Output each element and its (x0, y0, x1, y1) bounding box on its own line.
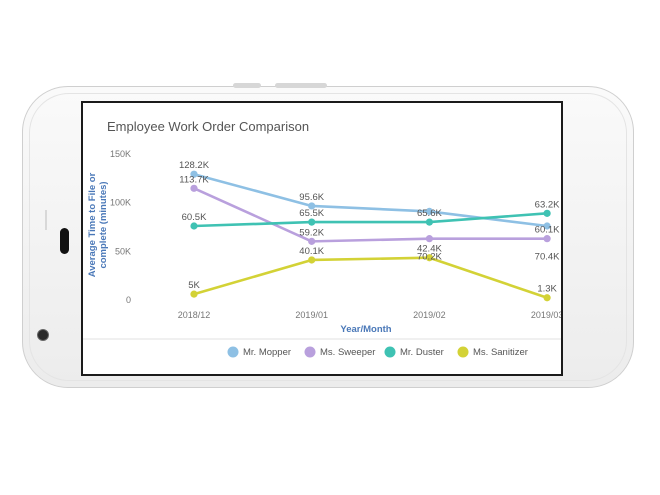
data-point (190, 184, 198, 192)
x-axis-title: Year/Month (340, 324, 391, 335)
series-line (193, 212, 548, 228)
legend-label: Ms. Sweeper (320, 347, 375, 358)
data-label: 70.4K (535, 251, 560, 262)
phone-volume-button (233, 83, 261, 88)
data-point (190, 222, 198, 230)
y-tick-label: 150K (110, 149, 131, 159)
data-point (543, 235, 551, 243)
data-point (190, 170, 198, 178)
series-line (193, 187, 548, 243)
data-label: 128.2K (179, 160, 210, 171)
data-label: 70.2K (417, 252, 442, 263)
legend-label: Mr. Mopper (243, 347, 291, 358)
phone-bezel (29, 93, 627, 381)
data-label: 95.6K (299, 192, 324, 203)
series-line (193, 256, 548, 299)
data-label: 1.3K (537, 284, 557, 295)
data-label: 63.2K (535, 199, 560, 210)
x-tick-label: 2019/02 (413, 310, 446, 320)
x-tick-label: 2019/01 (295, 310, 328, 320)
y-tick-label: 100K (110, 198, 131, 208)
x-tick-label: 2019/03 (531, 310, 561, 320)
data-label: 42.4K (417, 244, 442, 255)
phone-power-button (275, 83, 327, 88)
phone-sensor (45, 210, 47, 230)
data-label: 5K (188, 280, 200, 291)
data-label: 60.1K (535, 225, 560, 236)
data-point (425, 207, 433, 215)
legend-marker (457, 346, 469, 358)
data-point (190, 290, 198, 298)
y-tick-label: 50K (115, 246, 131, 256)
data-point (425, 254, 433, 262)
data-point (308, 202, 316, 210)
data-point (543, 294, 551, 302)
legend-label: Ms. Sanitizer (473, 347, 528, 358)
phone-camera (37, 329, 49, 341)
legend-marker (227, 346, 239, 358)
legend-label: Mr. Duster (400, 347, 444, 358)
data-point (425, 235, 433, 243)
data-point (308, 256, 316, 264)
chart-screen: Employee Work Order Comparison 0 50K 100K 1… (81, 101, 563, 376)
data-label: 59.2K (299, 227, 324, 238)
data-point (425, 218, 433, 226)
y-tick-label: 0 (126, 295, 131, 305)
data-point (308, 237, 316, 245)
data-point (543, 222, 551, 230)
data-label: 65.6K (417, 208, 442, 219)
legend-marker (304, 346, 316, 358)
legend-marker (384, 346, 396, 358)
data-label: 65.5K (299, 208, 324, 219)
data-label: 40.1K (299, 246, 324, 257)
phone-speaker (60, 228, 69, 254)
line-chart: 0 50K 100K 150K 2018/12 2019/01 2019/02 2019/03… (83, 149, 561, 358)
data-point (308, 218, 316, 226)
data-label: 113.7K (179, 174, 209, 185)
data-point (543, 209, 551, 217)
data-label: 60.5K (182, 212, 207, 223)
chart-title: Employee Work Order Comparison (107, 119, 310, 134)
x-tick-label: 2018/12 (178, 310, 211, 320)
y-axis-title: Average Time to File orcomplete (minutes… (87, 172, 109, 277)
